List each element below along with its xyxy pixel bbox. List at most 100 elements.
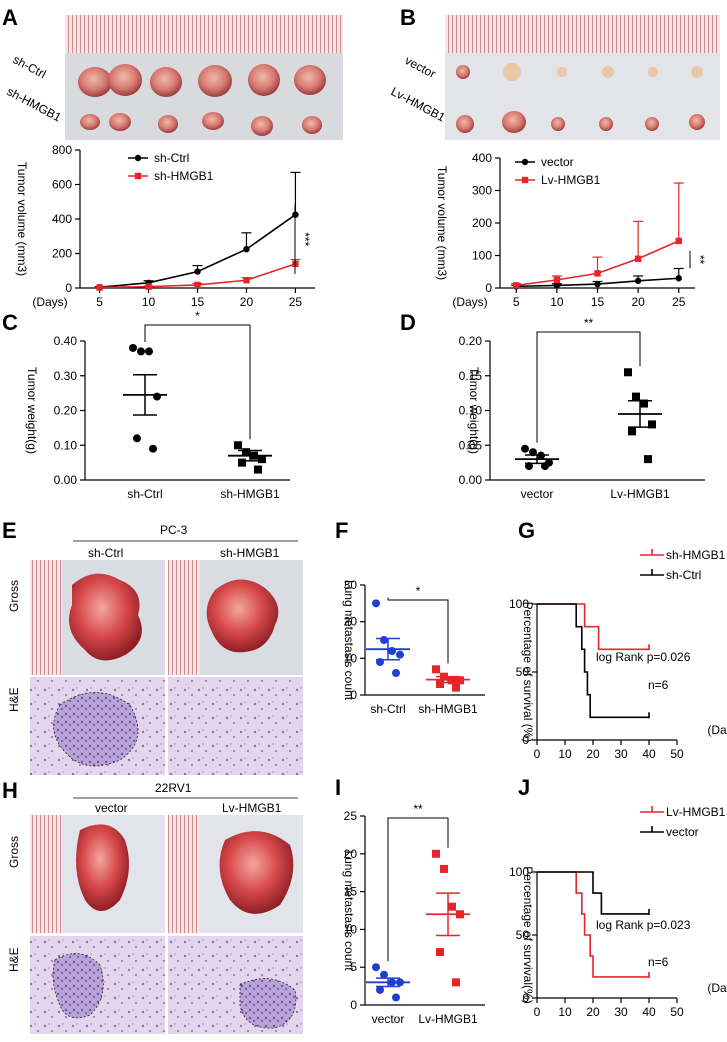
x-tick-label-A: 10 <box>142 295 156 309</box>
x-axis-label-B: (Days) <box>452 295 487 309</box>
x-tick-label-G: 30 <box>614 747 628 761</box>
legend-marker-B <box>521 176 529 184</box>
x-tick-label-A: 15 <box>191 295 205 309</box>
data-point-I <box>448 902 456 911</box>
y-tick-label-A: 600 <box>52 178 72 192</box>
y-axis-label-F: Lung metastasis count <box>342 580 356 701</box>
data-point-F <box>380 636 388 644</box>
data-point-C <box>133 434 141 443</box>
panel-letter-e: E <box>2 518 17 543</box>
y-tick-label-C: 0.30 <box>54 369 78 383</box>
y-tick-label-J: 50 <box>516 928 530 942</box>
y-tick-label-J: 0 <box>522 991 529 1005</box>
y-axis-label-J: Percentage of survival(%) <box>521 866 535 1003</box>
y-tick-label-A: 0 <box>65 281 72 295</box>
legend-marker-A <box>134 154 142 162</box>
y-tick-label-A: 800 <box>52 143 72 157</box>
data-point-A <box>96 284 103 291</box>
survival-curve-G <box>537 603 649 719</box>
category-label-I: vector <box>372 1012 405 1026</box>
legend-label-B: Lv-HMGB1 <box>541 173 601 187</box>
x-tick-label-B: 10 <box>550 295 564 309</box>
y-tick-label-C: 0.10 <box>54 438 78 452</box>
sample-size-G: n=6 <box>648 678 669 692</box>
data-point-B <box>675 275 682 282</box>
significance-label-I: ** <box>413 802 423 816</box>
significance-label-D: ** <box>584 316 594 330</box>
data-point-C <box>258 455 266 464</box>
x-tick-label-G: 0 <box>534 747 541 761</box>
y-tick-label-I: 10 <box>344 922 358 936</box>
photo-label-h-right: Lv-HMGB1 <box>222 801 282 815</box>
x-axis-label-J: (Days) <box>707 981 727 995</box>
legend-label-B: vector <box>541 155 574 169</box>
data-point-F <box>388 647 396 655</box>
data-point-I <box>440 864 448 873</box>
significance-bracket-D <box>536 331 641 443</box>
significance-bracket-C <box>144 324 251 440</box>
y-tick-label-D: 0.10 <box>459 404 483 418</box>
y-axis-label-I: Lung metastasis count <box>342 850 356 971</box>
x-tick-label-G: 50 <box>670 747 684 761</box>
y-tick-label-I: 0 <box>350 998 357 1012</box>
legend-marker-A <box>134 172 142 180</box>
data-point-C <box>145 347 153 356</box>
data-point-I <box>376 985 384 994</box>
x-tick-label-G: 40 <box>642 747 656 761</box>
y-axis-label-D: Tumor weight(g) <box>467 367 481 454</box>
row-label-e-he: H&E <box>7 687 21 712</box>
y-tick-label-D: 0.20 <box>459 334 483 348</box>
data-point-B <box>594 270 601 277</box>
panel-letter-j: J <box>518 775 530 800</box>
y-axis-label-C: Tumor weight(g) <box>25 367 39 454</box>
x-tick-label-A: 5 <box>96 295 103 309</box>
data-point-F <box>432 665 440 674</box>
x-tick-label-J: 20 <box>586 1005 600 1019</box>
panel-h-photos <box>30 815 303 1034</box>
y-tick-label-B: 200 <box>472 216 492 230</box>
data-point-A <box>194 268 201 275</box>
x-tick-label-J: 40 <box>642 1005 656 1019</box>
x-tick-label-A: 25 <box>289 295 303 309</box>
significance-bracket-F <box>387 597 449 664</box>
panel-e-photos <box>30 560 303 775</box>
sample-size-J: n=6 <box>648 955 669 969</box>
y-axis-label-A: Tumor volume (mm3) <box>15 162 29 276</box>
data-point-A <box>243 277 250 284</box>
photo-label-a-bottom: sh-HMGB1 <box>5 84 64 124</box>
data-point-F <box>392 669 400 677</box>
y-tick-label-A: 200 <box>52 247 72 261</box>
data-point-D <box>521 444 529 453</box>
category-label-D: vector <box>521 487 554 501</box>
data-point-B <box>594 280 601 288</box>
survival-curve-G <box>537 603 649 651</box>
data-point-C <box>153 392 161 401</box>
panel-a-photo <box>65 15 343 140</box>
data-point-I <box>380 970 388 979</box>
significance-label-B: ** <box>693 255 707 265</box>
x-tick-label-J: 30 <box>614 1005 628 1019</box>
x-tick-label-J: 50 <box>670 1005 684 1019</box>
category-label-F: sh-Ctrl <box>370 702 405 716</box>
group-label-h: 22RV1 <box>155 781 192 795</box>
log-rank-annotation-J: log Rank p=0.023 <box>596 918 691 932</box>
photo-label-h-left: vector <box>95 801 128 815</box>
data-point-B <box>553 282 561 289</box>
row-label-h-he: H&E <box>7 947 21 972</box>
data-point-I <box>452 978 460 987</box>
legend-label-G: sh-Ctrl <box>666 568 701 582</box>
data-point-F <box>452 683 460 692</box>
photo-label-b-bottom: Lv-HMGB1 <box>389 84 448 124</box>
survival-curve-J <box>537 871 649 915</box>
panel-letter-i: I <box>335 775 341 800</box>
y-tick-label-F: 30 <box>344 578 358 592</box>
category-label-C: sh-HMGB1 <box>220 487 280 501</box>
survival-curve-J <box>537 871 649 978</box>
photo-label-b-top: vector <box>403 53 438 81</box>
data-point-I <box>392 993 400 1002</box>
photo-label-a-top: sh-Ctrl <box>11 52 49 81</box>
legend-label-A: sh-HMGB1 <box>154 169 214 183</box>
panel-letter-g: G <box>518 518 535 543</box>
panel-letter-f: F <box>335 518 348 543</box>
legend-label-G: sh-HMGB1 <box>666 548 726 562</box>
